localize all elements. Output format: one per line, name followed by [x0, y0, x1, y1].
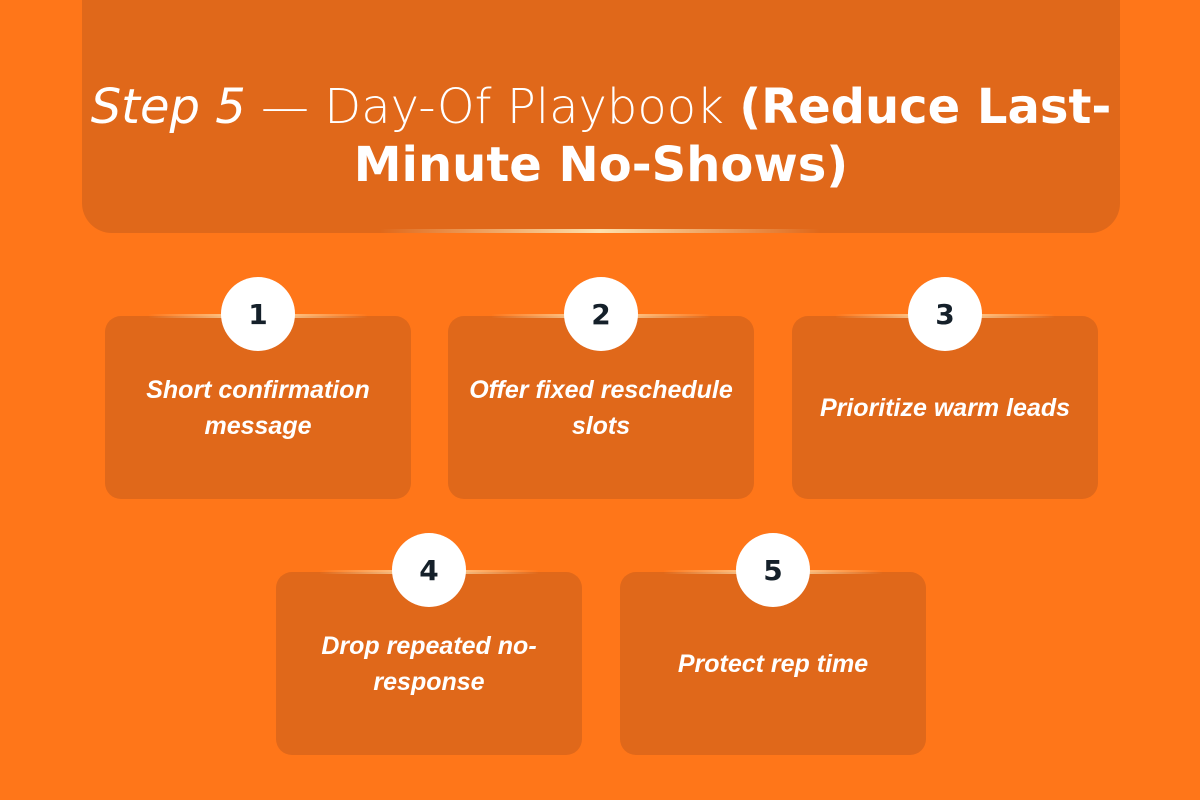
step-label: Protect rep time	[677, 649, 869, 678]
step-number-badge: 4	[392, 533, 466, 607]
step-card-4: Drop repeated no-response	[276, 572, 582, 755]
step-number-badge: 2	[564, 277, 638, 351]
title-emphasis: (Reduce Last-Minute No-Shows)	[353, 79, 1112, 193]
title-main: — Day-Of Playbook	[245, 79, 740, 135]
step-card-2: Offer fixed reschedule slots	[448, 316, 754, 499]
step-number-badge: 3	[908, 277, 982, 351]
step-label: Drop repeated no-response	[321, 631, 537, 696]
title-step: Step 5	[90, 79, 246, 135]
title-glow	[380, 229, 820, 233]
step-label: Prioritize warm leads	[819, 393, 1071, 422]
title-panel	[82, 0, 1120, 233]
step-label: Offer fixed reschedule slots	[469, 375, 733, 440]
step-number-badge: 1	[221, 277, 295, 351]
page-title: Step 5 — Day-Of Playbook (Reduce Last-Mi…	[82, 78, 1120, 194]
step-number-badge: 5	[736, 533, 810, 607]
step-label: Short confirmation message	[146, 375, 370, 440]
